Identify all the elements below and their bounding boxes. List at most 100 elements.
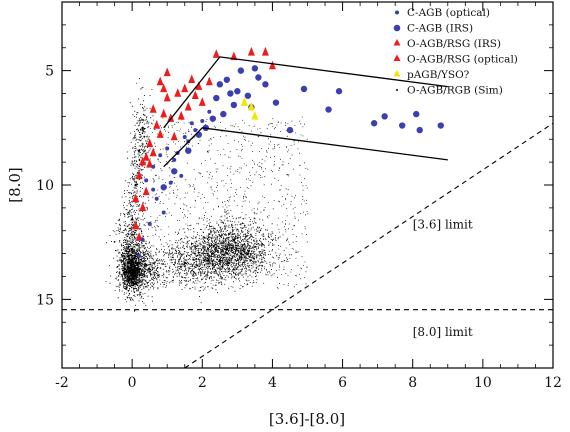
c-agb-optical-point	[165, 146, 170, 151]
c-agb-irs-point	[300, 85, 308, 93]
c-agb-irs-point	[213, 94, 220, 102]
legend-marker	[393, 24, 401, 32]
c-agb-optical-point	[168, 180, 173, 185]
o-agb-irs-point	[146, 138, 154, 148]
y-axis-label: [8.0]	[6, 167, 24, 203]
sim-point	[127, 266, 130, 269]
sim-dots-cloud	[105, 78, 309, 312]
c-agb-irs-point	[234, 88, 241, 95]
upper-boundary-line	[163, 56, 448, 129]
o-agb-optical-point	[135, 170, 143, 180]
o-agb-optical-point	[167, 113, 175, 122]
o-agb-irs-point	[247, 46, 255, 56]
legend-marker	[393, 54, 401, 61]
sim-point	[137, 149, 141, 152]
o-agb-irs-point	[198, 97, 206, 106]
sim-point	[225, 247, 229, 251]
o-agb-optical-point	[174, 88, 182, 97]
c-agb-irs-point	[437, 122, 444, 129]
sim-point	[134, 261, 137, 264]
plot-frame	[61, 1, 554, 369]
c-agb-irs-point	[195, 131, 202, 138]
c-agb-irs-point	[416, 126, 423, 134]
x-tick-label: 0	[128, 375, 137, 391]
o-agb-irs-point	[139, 156, 147, 166]
c-agb-irs-point	[325, 106, 332, 113]
legend-entry-label: O-AGB/RSG (IRS)	[407, 38, 501, 50]
c-agb-irs-point	[244, 92, 252, 99]
o-agb-optical-point	[146, 159, 154, 168]
o-agb-optical-point	[181, 83, 189, 93]
y-tick-label: 5	[45, 64, 54, 80]
x-tick-label: 8	[408, 375, 417, 391]
x-tick-label: 6	[338, 375, 347, 391]
x-tick-label: 2	[198, 375, 207, 391]
sim-point	[130, 218, 134, 221]
c-agb-optical-point	[158, 153, 163, 158]
sim-point	[211, 252, 215, 255]
sim-point	[130, 273, 134, 276]
c-agb-irs-point	[335, 88, 343, 95]
legend-marker	[395, 10, 399, 15]
o-agb-optical-point	[149, 104, 157, 113]
c-agb-optical-point	[200, 118, 205, 123]
c-agb-irs-point	[262, 81, 269, 88]
o-agb-irs-point	[153, 120, 161, 129]
c-agb-optical-point	[182, 134, 187, 139]
o-agb-irs-point	[170, 131, 178, 141]
sim-point	[130, 247, 134, 251]
legend-entry-label: O-AGB/RSG (optical)	[407, 54, 518, 66]
sim-point	[218, 259, 222, 262]
c-agb-irs-point	[185, 147, 192, 154]
c-agb-optical-point	[189, 121, 194, 126]
sim-point	[134, 183, 137, 187]
c-agb-irs-point	[237, 67, 245, 74]
o-agb-optical-point	[160, 83, 168, 93]
c-agb-irs-point	[220, 110, 227, 118]
c-agb-optical-point	[172, 157, 177, 162]
legend-entry-label: C-AGB (IRS)	[407, 23, 473, 35]
o-agb-optical-point	[149, 147, 157, 157]
c-agb-irs-point	[398, 122, 406, 129]
legend-entry-label: C-AGB (optical)	[407, 7, 490, 19]
c-agb-optical-point	[144, 178, 149, 183]
o-agb-irs-point	[195, 81, 203, 90]
legend-entry-label: O-AGB/RGB (Sim)	[407, 85, 503, 97]
o-agb-optical-point	[135, 232, 143, 241]
x-tick-label: -2	[55, 375, 69, 391]
x-tick-label: 4	[268, 375, 277, 391]
o-agb-irs-point	[177, 110, 185, 120]
o-agb-optical-point	[142, 152, 150, 161]
o-agb-optical-point	[156, 76, 164, 86]
sim-point	[239, 252, 243, 255]
c-agb-optical-point	[151, 187, 156, 192]
c-agb-optical-point	[140, 237, 145, 242]
o-agb-optical-point	[163, 92, 171, 102]
c-agb-irs-point	[286, 126, 294, 134]
axes-layer: -2 0 2 4 6 8 10 12 5 10 15 [3.6] limit [8.0] limit	[36, 1, 562, 391]
c-agb-irs-point	[216, 81, 224, 88]
c-agb-optical-point	[137, 253, 142, 258]
c-agb-irs-point	[171, 168, 178, 175]
legend-entry-label: pAGB/YSO?	[407, 69, 470, 81]
lower-boundary-line	[163, 127, 448, 168]
c-agb-irs-point	[255, 74, 262, 81]
c-agb-irs-point	[381, 113, 388, 120]
o-agb-optical-point	[191, 90, 199, 100]
sim-point	[137, 270, 141, 274]
legend-marker	[393, 39, 401, 46]
o-agb-irs-point	[212, 49, 220, 58]
legend-marker	[396, 89, 398, 91]
o-agb-irs-point	[261, 46, 269, 56]
y-tick-label: 15	[36, 292, 54, 308]
c-agb-optical-point	[161, 210, 166, 215]
o-agb-optical-point	[132, 193, 140, 202]
c-agb-irs-point	[413, 110, 420, 118]
c-agb-irs-point	[209, 115, 217, 122]
c-agb-irs-point	[227, 90, 234, 97]
o-agb-optical-point	[132, 220, 140, 230]
boundary-lines-layer	[62, 56, 553, 368]
c-agb-irs-point	[230, 101, 238, 109]
y-tick-label: 10	[36, 178, 54, 194]
